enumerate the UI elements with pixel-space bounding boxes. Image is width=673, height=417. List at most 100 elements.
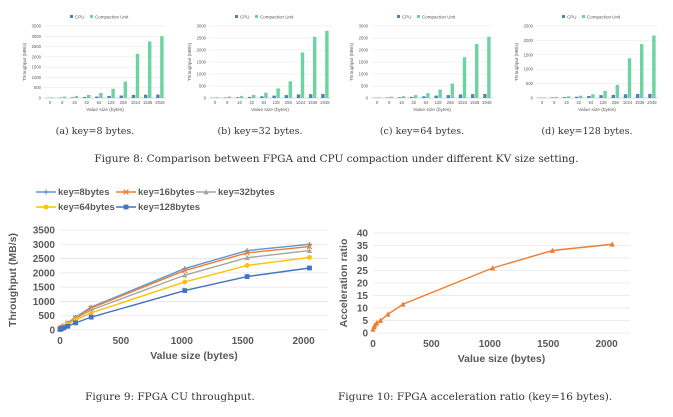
x-tick-label: 1024 [623, 100, 633, 105]
legend-label-cu: Compaction Unit [260, 15, 294, 20]
bar-chart-key128: CPU Compaction Unit 0 500 1000 1500 2000 2500 0 8… [514, 15, 658, 113]
x-tick-label: 128 [435, 100, 443, 105]
bar-cpu [272, 95, 276, 98]
legend-swatch-cpu [562, 15, 565, 18]
line-chart-throughput: 0 500 1000 1500 2000 2500 3000 3500 0 500 1000 1500… [7, 187, 328, 362]
figure10-panel: 0 5 10 15 20 25 30 35 40 0 500 1000 1500 2000 Value si… [330, 185, 673, 365]
subcaption-d: (d) key=128 bytes. [541, 126, 633, 137]
subcaption-a: (a) key=8 bytes. [55, 126, 135, 137]
legend-label-cpu: CPU [567, 15, 577, 20]
bar-chart-key8: CPU Compaction Unit 0 500 1000 1500 2000 2500 30… [22, 15, 166, 113]
x-tick-label: 32 [84, 100, 89, 105]
data-point [307, 255, 312, 260]
x-tick-label: 1024 [131, 100, 141, 105]
x-tick-label: 0 [541, 100, 544, 105]
subcaption-b: (b) key=32 bytes. [217, 126, 303, 137]
x-axis-label: Value size (bytes) [86, 107, 124, 112]
x-tick-label: 2048 [155, 100, 165, 105]
bar-compaction-unit [450, 83, 455, 98]
y-tick-label: 1000 [197, 72, 207, 77]
y-tick-label: 5 [362, 316, 368, 327]
y-tick-label: 2000 [197, 48, 207, 53]
x-tick-label: 8 [226, 100, 229, 105]
data-point [549, 247, 556, 253]
bar-cpu [260, 96, 264, 98]
data-point [182, 272, 188, 278]
legend-swatch-cu [417, 15, 420, 18]
legend-marker [123, 204, 129, 210]
x-tick-label: 32 [576, 100, 581, 105]
x-tick-label: 64 [424, 100, 429, 105]
x-tick-label: 256 [447, 100, 455, 105]
bar-cpu [284, 95, 288, 98]
series-line-acceleration-ratio [372, 243, 613, 330]
y-tick-label: 2000 [33, 268, 56, 279]
y-axis-label: Throughput (MB/s) [187, 42, 192, 81]
x-tick-label: 1536 [635, 100, 645, 105]
y-tick-label: 2500 [359, 36, 369, 41]
x-tick-label: 1536 [143, 100, 153, 105]
x-tick-label: 8 [388, 100, 391, 105]
figure8-caption: Figure 8: Comparison between FPGA and CP… [94, 153, 579, 165]
bar-compaction-unit [377, 97, 381, 98]
bar-cpu [599, 95, 603, 98]
bar-cpu [107, 95, 111, 98]
bar-chart-key32: CPU Compaction Unit 0 500 1000 1500 2000 2500 30… [187, 15, 331, 113]
data-point [400, 301, 406, 307]
y-tick-label: 0 [366, 96, 369, 101]
x-tick-label: 32 [249, 100, 254, 105]
legend-label: key=32bytes [218, 187, 275, 198]
y-tick-label: 500 [34, 85, 42, 90]
data-point [244, 274, 250, 279]
series-line-key-8bytes [59, 243, 310, 330]
x-tick-label: 2048 [647, 100, 657, 105]
data-point [374, 320, 380, 326]
y-tick-label: 1500 [197, 60, 207, 65]
x-tick-label: 8 [553, 100, 556, 105]
bar-cpu [470, 94, 475, 98]
y-tick-label: 15 [357, 291, 369, 302]
figure9-caption: Figure 9: FPGA CU throughput. [85, 391, 255, 403]
x-tick-label: 64 [97, 100, 102, 105]
bar-compaction-unit [566, 96, 571, 98]
bar-compaction-unit [160, 36, 164, 98]
x-axis-label: Value size (bytes) [578, 107, 616, 112]
figure8-panel-b: CPU Compaction Unit 0 500 1000 1500 2000 2500 30… [185, 10, 335, 113]
data-point [489, 265, 496, 271]
y-tick-label: 1500 [524, 52, 534, 57]
subcaption-c: (c) key=64 bytes. [379, 126, 465, 137]
bar-compaction-unit [300, 52, 305, 98]
x-tick-label: 0 [370, 339, 376, 350]
x-tick-label: 8 [61, 100, 64, 105]
x-tick-label: 2000 [596, 339, 619, 350]
legend-swatch-cpu [235, 15, 238, 18]
legend-label-cpu: CPU [402, 15, 412, 20]
bar-cpu [321, 94, 325, 98]
bar-cpu [397, 97, 402, 98]
x-tick-label: 256 [120, 100, 128, 105]
bar-compaction-unit [74, 95, 79, 98]
y-tick-label: 1500 [359, 60, 369, 65]
bar-compaction-unit [62, 96, 67, 98]
bar-cpu [422, 96, 426, 98]
bar-cpu [562, 97, 567, 98]
y-tick-label: 2500 [524, 24, 534, 29]
x-tick-label: 128 [273, 100, 281, 105]
bar-cpu [587, 95, 591, 98]
legend-label: key=8bytes [58, 187, 110, 198]
data-point [609, 241, 615, 247]
y-axis-label: Throughput (MB/s) [514, 42, 519, 81]
x-tick-label: 1024 [296, 100, 306, 105]
bar-compaction-unit [252, 94, 256, 98]
bar-cpu [611, 94, 615, 98]
bar-chart-key64: CPU Compaction Unit 0 500 1000 1500 2000 2500 30… [349, 15, 493, 113]
bar-compaction-unit [579, 95, 583, 98]
x-tick-label: 1500 [537, 339, 560, 350]
bar-cpu [131, 94, 136, 98]
bar-compaction-unit [591, 94, 595, 98]
y-tick-label: 2500 [32, 44, 42, 49]
y-tick-label: 0 [531, 96, 534, 101]
bar-cpu [308, 94, 313, 98]
y-axis-label: Throughput (MB/s) [22, 42, 27, 81]
